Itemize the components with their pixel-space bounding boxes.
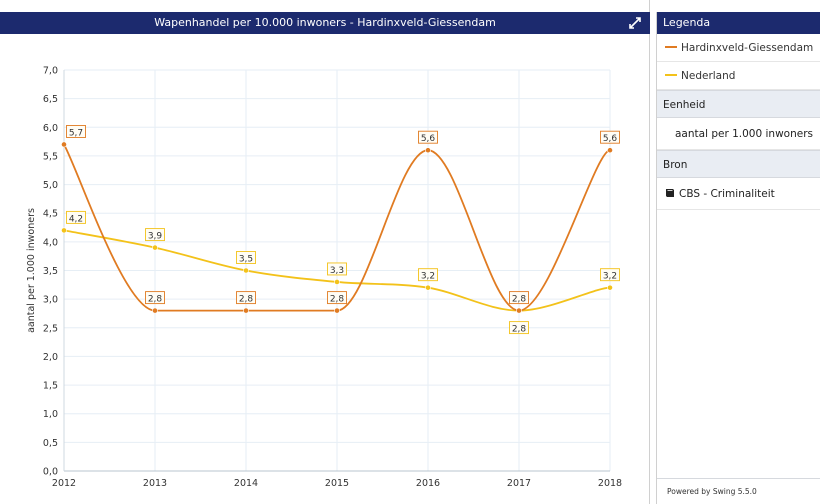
data-label-box bbox=[236, 291, 256, 305]
data-label: 3,3 bbox=[330, 266, 344, 276]
y-tick-label: 2,0 bbox=[43, 352, 58, 363]
data-label-box bbox=[327, 291, 347, 305]
data-label-box bbox=[66, 210, 86, 224]
data-point bbox=[61, 141, 67, 148]
data-label: 3,9 bbox=[148, 232, 163, 242]
data-label: 5,6 bbox=[603, 134, 618, 144]
data-label-box bbox=[600, 268, 620, 282]
data-point bbox=[152, 244, 158, 251]
x-tick-label: 2014 bbox=[234, 478, 258, 489]
data-point bbox=[243, 267, 249, 274]
data-label: 2,8 bbox=[512, 325, 527, 335]
x-tick-label: 2012 bbox=[52, 478, 76, 489]
data-label-box bbox=[66, 125, 86, 138]
data-label: 2,8 bbox=[148, 295, 163, 305]
data-label: 2,8 bbox=[239, 295, 254, 305]
x-tick-label: 2013 bbox=[143, 478, 167, 489]
y-tick-label: 1,0 bbox=[43, 409, 58, 420]
y-tick-label: 3,5 bbox=[43, 266, 58, 277]
data-point bbox=[334, 307, 340, 314]
data-point bbox=[334, 279, 340, 285]
x-tick-label: 2015 bbox=[325, 478, 349, 489]
x-tick-label: 2018 bbox=[598, 478, 622, 489]
data-label: 3,5 bbox=[239, 255, 253, 265]
data-label: 5,7 bbox=[69, 128, 83, 138]
chart-title: Wapenhandel per 10.000 inwoners - Hardin… bbox=[154, 16, 496, 29]
data-label-box bbox=[145, 228, 165, 242]
source-link[interactable]: CBS - Criminaliteit bbox=[657, 178, 820, 210]
x-tick-label: 2016 bbox=[416, 478, 440, 489]
data-label-box bbox=[418, 268, 438, 282]
legend-label: Nederland bbox=[681, 70, 736, 82]
data-label: 2,8 bbox=[330, 295, 345, 305]
data-label: 3,2 bbox=[603, 272, 617, 282]
y-tick-label: 4,5 bbox=[43, 209, 58, 220]
line-chart: 0,0 0,5 1,0 1,5 2,0 2,5 3,0 3,5 4,0 4,5 5,0 5,5 6,0 6… bbox=[26, 66, 622, 490]
chart-header: Wapenhandel per 10.000 inwoners - Hardin… bbox=[0, 12, 650, 34]
data-point bbox=[607, 147, 613, 154]
side-panel: Legenda Hardinxveld-Giessendam Nederland… bbox=[656, 12, 820, 504]
x-tick-label: 2017 bbox=[507, 478, 531, 489]
legend-item-hardinxveld[interactable]: Hardinxveld-Giessendam bbox=[657, 34, 820, 62]
data-label-box bbox=[236, 251, 256, 264]
data-label: 5,6 bbox=[421, 134, 436, 144]
legend-header: Legenda bbox=[657, 12, 820, 34]
data-point bbox=[243, 307, 249, 314]
data-label-box bbox=[509, 321, 529, 335]
data-label: 4,2 bbox=[69, 214, 83, 224]
unit-value: aantal per 1.000 inwoners bbox=[657, 118, 820, 150]
data-point bbox=[61, 227, 67, 234]
y-tick-label: 2,5 bbox=[43, 323, 58, 334]
data-label-box bbox=[600, 130, 620, 144]
chart-panel: Wapenhandel per 10.000 inwoners - Hardin… bbox=[0, 0, 650, 504]
y-tick-label: 1,5 bbox=[43, 381, 58, 392]
y-tick-label: 0,5 bbox=[43, 438, 58, 449]
data-label: 2,8 bbox=[512, 295, 527, 305]
data-point bbox=[607, 284, 613, 291]
data-point bbox=[425, 284, 431, 291]
y-tick-label: 5,0 bbox=[43, 180, 58, 191]
y-axis-title: aantal per 1.000 inwoners bbox=[26, 208, 37, 333]
powered-by-footer: Powered by Swing 5.5.0 bbox=[657, 478, 820, 504]
legend-item-nederland[interactable]: Nederland bbox=[657, 62, 820, 90]
legend-swatch-hardinxveld bbox=[665, 46, 677, 48]
y-tick-label: 4,0 bbox=[43, 237, 58, 248]
y-tick-label: 6,5 bbox=[43, 94, 58, 105]
source-label: CBS - Criminaliteit bbox=[679, 188, 775, 200]
y-tick-label: 3,0 bbox=[43, 295, 58, 306]
y-tick-label: 0,0 bbox=[43, 467, 58, 478]
data-label: 3,2 bbox=[421, 272, 435, 282]
data-point bbox=[425, 147, 431, 154]
expand-icon[interactable] bbox=[628, 16, 642, 30]
y-tick-label: 6,0 bbox=[43, 123, 58, 134]
unit-header: Eenheid bbox=[657, 90, 820, 118]
data-point bbox=[516, 307, 522, 314]
legend-label: Hardinxveld-Giessendam bbox=[681, 42, 814, 54]
data-point bbox=[152, 307, 158, 314]
data-label-box bbox=[327, 262, 347, 276]
source-header: Bron bbox=[657, 150, 820, 178]
data-label-box bbox=[418, 130, 438, 144]
data-label-box bbox=[509, 291, 529, 305]
legend-swatch-nederland bbox=[665, 74, 677, 76]
book-icon bbox=[666, 189, 674, 197]
y-tick-label: 5,5 bbox=[43, 151, 58, 162]
series-line bbox=[63, 144, 611, 312]
data-label-box bbox=[145, 291, 165, 305]
y-tick-label: 7,0 bbox=[43, 66, 58, 77]
